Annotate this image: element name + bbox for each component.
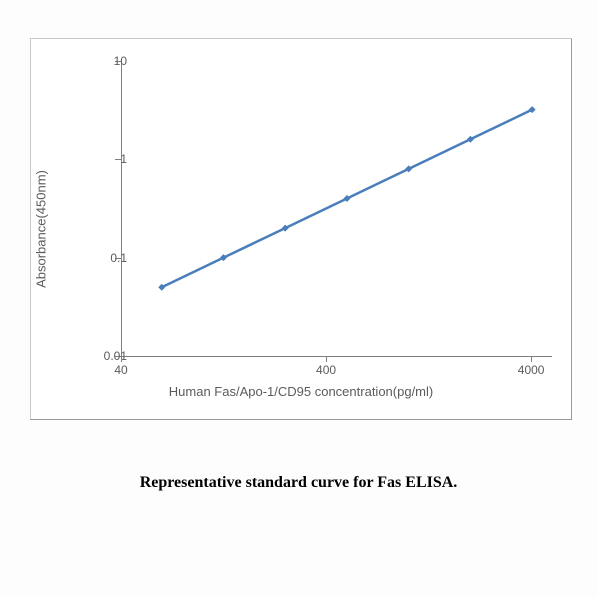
y-tick-label: 1 xyxy=(77,152,127,166)
x-axis-title: Human Fas/Apo-1/CD95 concentration(pg/ml… xyxy=(169,384,433,399)
caption-text: Representative standard curve for Fas EL… xyxy=(0,474,597,492)
x-tick-label: 400 xyxy=(316,363,336,377)
x-tick-label: 4000 xyxy=(518,363,545,377)
x-tick xyxy=(531,356,532,362)
chart-panel: Absorbance(450nm) Human Fas/Apo-1/CD95 c… xyxy=(30,38,572,420)
y-tick-label: 10 xyxy=(77,54,127,68)
x-tick xyxy=(326,356,327,362)
y-tick-label: 0.1 xyxy=(77,251,127,265)
plot-area xyxy=(121,61,552,357)
x-tick-label: 40 xyxy=(114,363,127,377)
y-axis-title: Absorbance(450nm) xyxy=(34,170,49,288)
x-tick xyxy=(121,356,122,362)
chart-svg xyxy=(122,61,552,356)
y-tick-label: 0.01 xyxy=(77,349,127,363)
